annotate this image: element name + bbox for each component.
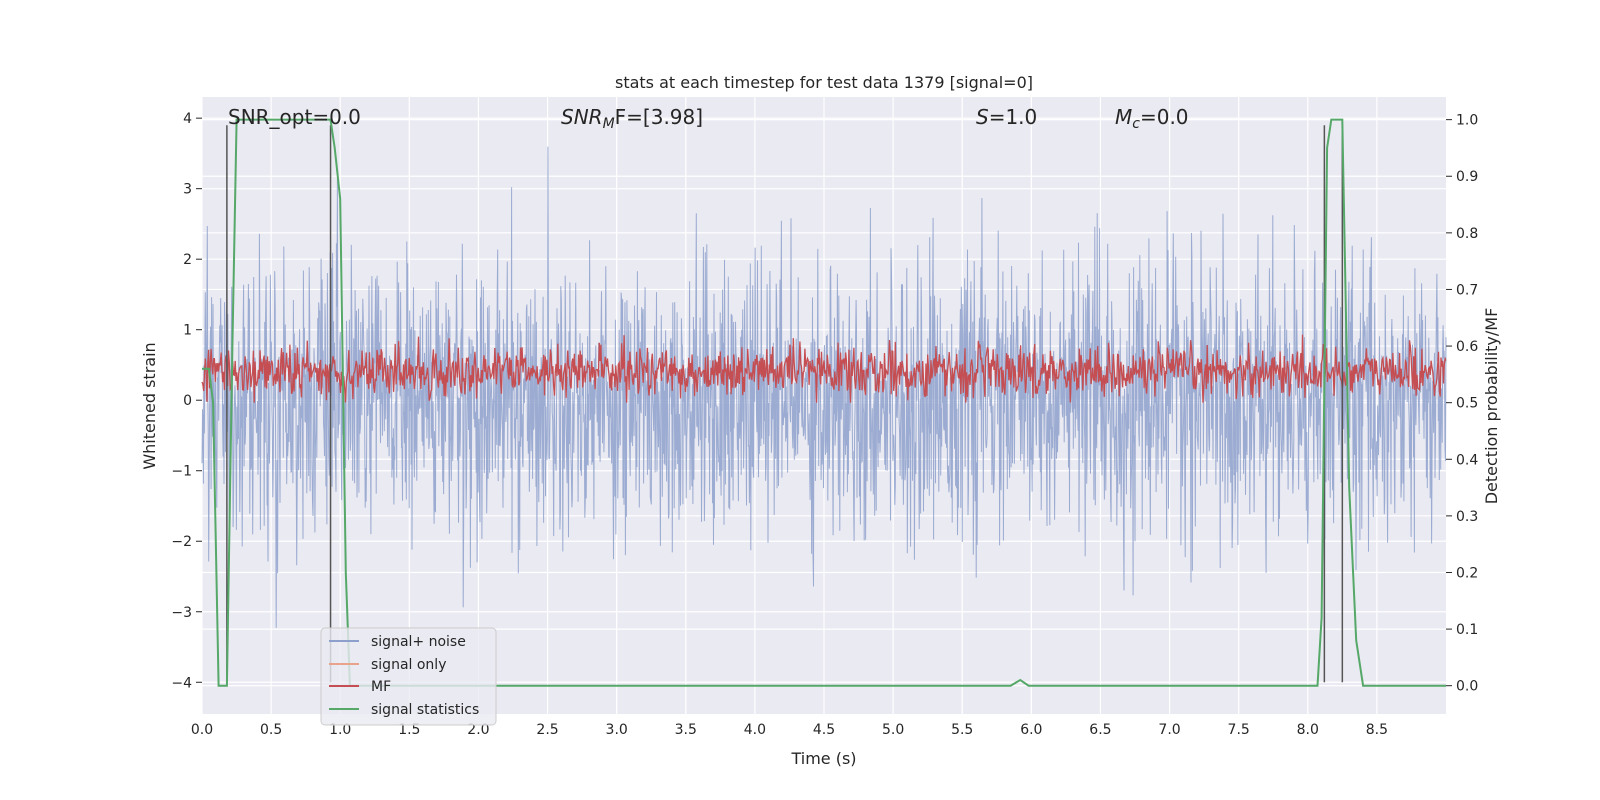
legend-label-mf: MF bbox=[371, 679, 391, 695]
s-tail: =1.0 bbox=[989, 105, 1038, 129]
x-tick-label: 0.0 bbox=[191, 722, 213, 738]
y-right-tick-label: 0.5 bbox=[1456, 396, 1478, 412]
x-ticks: 0.0 0.5 1.0 1.5 2.0 2.5 3.0 3.5 4.0 4.5 5.0 5.5 6.0 6… bbox=[191, 722, 1388, 738]
y-right-tick-label: 0.7 bbox=[1456, 282, 1478, 298]
x-tick-label: 7.0 bbox=[1158, 722, 1180, 738]
annotation-s: S=1.0 bbox=[976, 105, 1037, 129]
annotation-mc: Mc=0.0 bbox=[1115, 105, 1189, 132]
y-left-tick-label: 4 bbox=[183, 111, 192, 127]
x-tick-label: 2.0 bbox=[467, 722, 489, 738]
y-left-tick-label: −2 bbox=[171, 534, 192, 550]
snr-mf-tail: F=[3.98] bbox=[615, 105, 703, 129]
legend-box bbox=[320, 627, 497, 726]
x-tick-label: 1.0 bbox=[329, 722, 351, 738]
y-left-axis-label: Whitened strain bbox=[140, 342, 159, 469]
signal-noise-series bbox=[201, 146, 1447, 628]
mf-line bbox=[201, 334, 1447, 403]
annotation-snr-opt: SNR_opt=0.0 bbox=[228, 105, 361, 129]
x-tick-label: 6.5 bbox=[1089, 722, 1111, 738]
y-right-tick-label: 0.4 bbox=[1456, 452, 1478, 468]
legend-label-signal-noise: signal+ noise bbox=[371, 634, 466, 650]
x-tick-label: 6.0 bbox=[1020, 722, 1042, 738]
mf-series bbox=[201, 334, 1447, 403]
x-tick-label: 2.5 bbox=[536, 722, 558, 738]
mc-sub: c bbox=[1132, 116, 1140, 132]
y-right-axis-label: Detection probability/MF bbox=[1482, 308, 1501, 505]
mc-tail: =0.0 bbox=[1140, 105, 1189, 129]
y-left-tick-label: 0 bbox=[183, 393, 192, 409]
signal-statistics-line bbox=[202, 118, 1446, 687]
x-tick-label: 7.5 bbox=[1228, 722, 1250, 738]
y-left-tick-label: −4 bbox=[171, 675, 192, 691]
x-axis-label: Time (s) bbox=[790, 749, 856, 768]
legend: signal+ noise signal only MF signal stat… bbox=[320, 627, 497, 726]
x-tick-label: 4.5 bbox=[813, 722, 835, 738]
annotation-snr-mf: SNRMF=[3.98] bbox=[561, 105, 703, 132]
x-tick-label: 5.0 bbox=[882, 722, 904, 738]
x-tick-label: 5.5 bbox=[951, 722, 973, 738]
snr-mf-sub: M bbox=[603, 116, 615, 132]
y-right-tick-label: 0.1 bbox=[1456, 622, 1478, 638]
x-tick-label: 8.0 bbox=[1297, 722, 1319, 738]
x-tick-label: 3.0 bbox=[606, 722, 628, 738]
x-tick-label: 4.0 bbox=[744, 722, 766, 738]
x-tick-label: 3.5 bbox=[675, 722, 697, 738]
y-left-tick-label: −1 bbox=[171, 464, 192, 480]
legend-label-signal-statistics: signal statistics bbox=[371, 702, 479, 718]
y-left-tick-label: −3 bbox=[171, 605, 192, 621]
x-tick-label: 0.5 bbox=[260, 722, 282, 738]
y-right-tick-label: 0.0 bbox=[1456, 679, 1478, 695]
s-base: S bbox=[976, 105, 989, 129]
y-right-tick-label: 0.6 bbox=[1456, 339, 1478, 355]
snr-mf-base: SNR bbox=[561, 105, 603, 129]
mc-base: M bbox=[1115, 105, 1132, 129]
legend-label-signal-only: signal only bbox=[371, 657, 446, 673]
y-left-tick-label: 3 bbox=[183, 182, 192, 198]
y-right-ticks: 1.0 0.9 0.8 0.7 0.6 0.5 0.4 0.3 0.2 0.1 0.0 bbox=[1446, 113, 1478, 695]
x-tick-label: 8.5 bbox=[1366, 722, 1388, 738]
signal-statistics-series bbox=[202, 118, 1446, 687]
y-left-ticks: 4 3 2 1 0 −1 −2 −3 −4 bbox=[171, 111, 202, 691]
x-tick-label: 1.5 bbox=[398, 722, 420, 738]
y-left-tick-label: 2 bbox=[183, 252, 192, 268]
y-right-tick-label: 0.2 bbox=[1456, 565, 1478, 581]
signal-noise-line bbox=[201, 146, 1447, 628]
y-right-tick-label: 1.0 bbox=[1456, 113, 1478, 129]
y-right-tick-label: 0.8 bbox=[1456, 226, 1478, 242]
y-right-tick-label: 0.3 bbox=[1456, 509, 1478, 525]
y-right-tick-label: 0.9 bbox=[1456, 169, 1478, 185]
chart-title: stats at each timestep for test data 137… bbox=[615, 73, 1033, 92]
y-left-tick-label: 1 bbox=[183, 323, 192, 339]
